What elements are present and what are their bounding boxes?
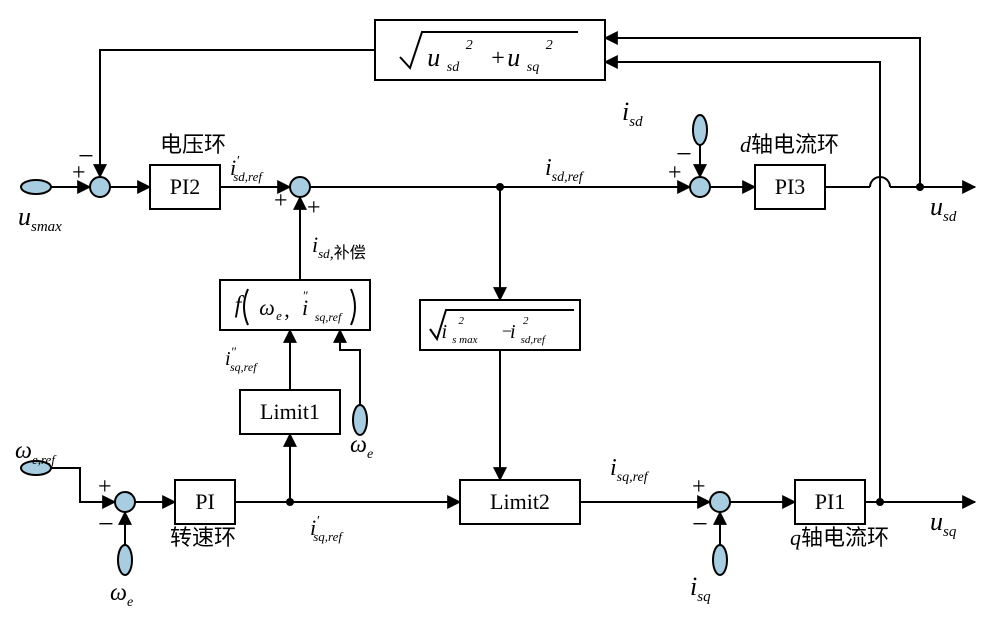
svg-text:+: + [491,46,505,72]
terminal-isd [693,115,707,145]
sign-plus: + [274,188,288,214]
sign-minus: − [78,141,94,172]
annot-pi3: d轴电流环 [740,132,839,157]
label-isd-ref: isd,ref [545,155,585,185]
label-we-ref: ωe,ref [15,438,57,467]
label-isd-comp: isd,补偿 [312,232,366,262]
sum-upper-right [690,177,710,197]
terminal-we-f [353,405,367,435]
control-block-diagram: u sd 2 + u sq 2 PI2 电压环 PI3 d轴电流环 PI 转速环… [0,0,1000,622]
sign-minus: − [692,509,708,540]
label-usq: usq [930,507,957,540]
block-sqrt-us [375,20,605,80]
svg-text:sq,ref: sq,ref [315,310,343,324]
sign-plus: + [98,474,112,500]
sign-plus: + [692,474,706,500]
sum-mid [290,177,310,197]
label-pi3: PI3 [775,174,806,199]
sum-lower-right [710,492,730,512]
label-isq: isq [690,572,711,605]
terminal-we [118,545,132,575]
svg-text:″: ″ [302,288,308,303]
svg-text:ω: ω [259,295,275,320]
sum-lower-left [115,492,135,512]
label-isd: isd [622,97,643,130]
label-pi2: PI2 [170,174,201,199]
annot-pi1: q轴电流环 [790,525,889,550]
label-we: ωe [110,580,133,610]
label-pi1: PI1 [815,489,846,514]
label-usd: usd [930,192,957,225]
annot-pi2: 电压环 [160,132,226,157]
block-fbox [220,280,370,330]
sign-minus: − [676,139,692,170]
label-usmax: usmax [18,202,62,235]
wire [340,330,360,405]
terminal-isq [713,545,727,575]
sign-minus: − [98,509,114,540]
terminal-usmax [21,180,51,194]
label-isq-ref-pp: i″sq,ref [225,344,258,374]
label-pi: PI [195,489,215,514]
label-we-f: ωe [350,432,373,462]
wire [605,62,880,502]
label-limit2: Limit2 [490,489,550,514]
label-isq-ref-prime: i′sq,ref [310,514,344,544]
sign-plus: + [307,195,321,221]
sum-upper-left [90,177,110,197]
label-isd-ref-prime: i′sd,ref [230,154,264,184]
label-limit1: Limit1 [260,399,320,424]
annot-pi: 转速环 [170,525,236,550]
svg-text:,: , [284,297,290,322]
label-isq-ref: isq,ref [610,455,650,485]
svg-text:e: e [276,308,282,323]
